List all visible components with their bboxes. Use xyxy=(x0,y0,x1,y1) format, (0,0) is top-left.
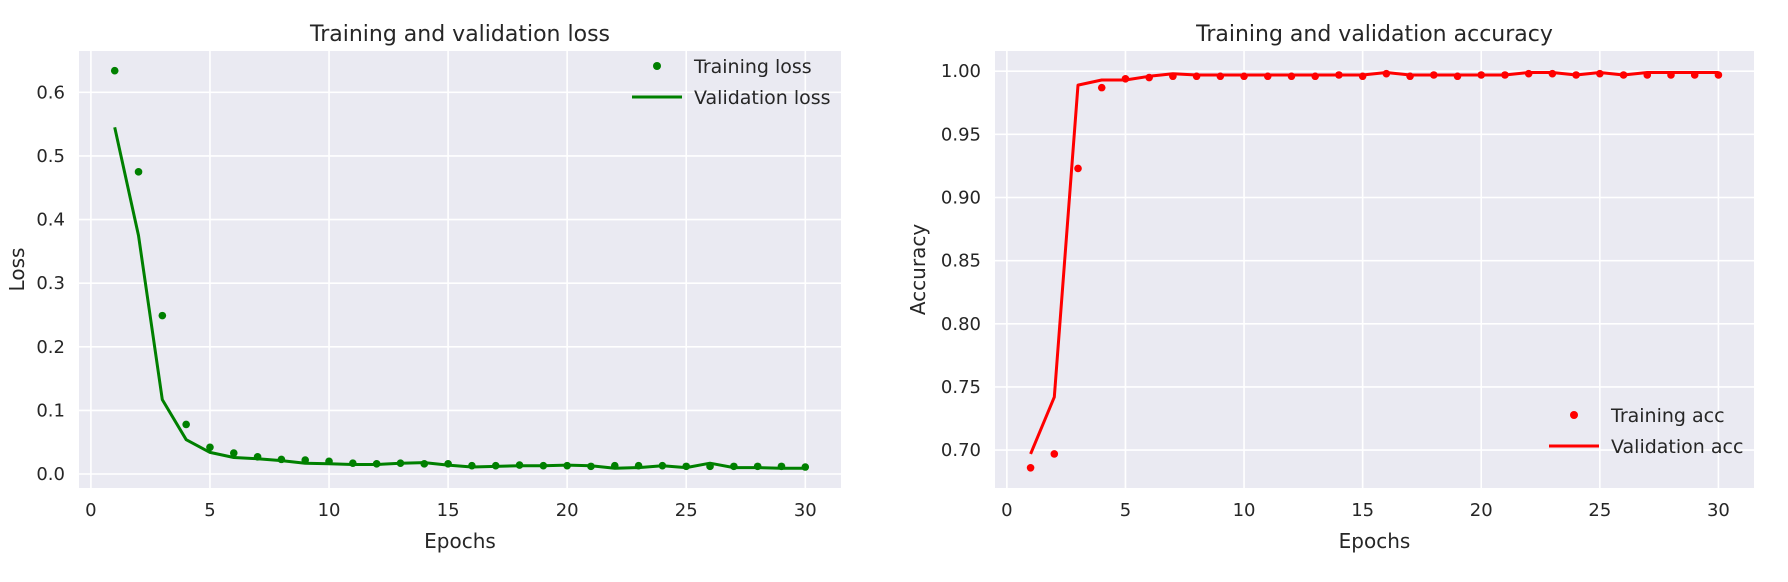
y-tick-label: 0.95 xyxy=(941,124,981,145)
y-tick-label: 0.2 xyxy=(36,337,65,358)
x-tick-label: 10 xyxy=(1233,500,1256,521)
x-tick-label: 10 xyxy=(318,500,341,521)
y-axis-label: Loss xyxy=(5,248,29,292)
accuracy-chart: 0 5 10 15 20 25 30 0.70 0.75 0.80 0.85 0.90 0.95 1.00… xyxy=(906,22,1754,553)
series-line-validation-loss xyxy=(113,126,806,470)
x-tick-label: 0 xyxy=(85,500,96,521)
series-line-validation-acc xyxy=(1029,71,1719,455)
x-tick-label: 20 xyxy=(556,500,579,521)
data-point xyxy=(1074,164,1082,173)
y-tick-label: 0.70 xyxy=(941,440,981,461)
chart-title: Training and validation loss xyxy=(309,22,610,47)
y-tick-label: 0.3 xyxy=(36,273,65,294)
y-tick-label: 0.80 xyxy=(941,314,981,335)
y-tick-label: 0.75 xyxy=(941,377,981,398)
x-tick-label: 0 xyxy=(1001,500,1012,521)
plot-area xyxy=(995,51,1754,488)
y-tick-label: 0.1 xyxy=(36,400,65,421)
legend-point-marker xyxy=(653,62,661,70)
legend-label: Training acc xyxy=(1610,405,1725,427)
y-tick-label: 0.5 xyxy=(36,146,65,167)
y-axis-label: Accuracy xyxy=(906,224,930,315)
legend-label: Validation acc xyxy=(1611,436,1743,458)
x-tick-label: 5 xyxy=(1120,500,1131,521)
x-tick-label: 30 xyxy=(1707,500,1730,521)
y-tick-label: 0.4 xyxy=(36,210,65,231)
y-tick-label: 0.85 xyxy=(941,251,981,272)
x-axis-label: Epochs xyxy=(1339,529,1411,553)
y-tick-label: 0.6 xyxy=(36,82,65,103)
data-point xyxy=(1097,83,1106,92)
loss-chart: 0 5 10 15 20 25 30 0.0 0.1 0.2 0.3 0.4 0.5 0.6 Trainin… xyxy=(5,22,841,553)
y-tick-label: 0.0 xyxy=(36,464,65,485)
data-point xyxy=(110,66,119,75)
x-tick-label: 20 xyxy=(1470,500,1493,521)
x-tick-label: 15 xyxy=(1351,500,1374,521)
x-tick-label: 30 xyxy=(794,500,817,521)
x-axis-label: Epochs xyxy=(424,529,496,553)
x-tick-label: 25 xyxy=(675,500,698,521)
chart-title: Training and validation accuracy xyxy=(1195,22,1553,47)
plot-area xyxy=(79,51,841,488)
x-tick-label: 25 xyxy=(1588,500,1611,521)
data-point xyxy=(182,420,190,429)
x-tick-label: 15 xyxy=(437,500,460,521)
data-point xyxy=(134,168,143,176)
data-point xyxy=(1050,450,1059,458)
y-tick-label: 0.90 xyxy=(941,188,981,209)
data-point xyxy=(229,449,238,457)
data-point xyxy=(1026,463,1035,472)
y-tick-label: 1.00 xyxy=(941,61,981,82)
legend-label: Training loss xyxy=(693,56,812,78)
data-point xyxy=(158,311,167,320)
x-tick-label: 5 xyxy=(204,500,215,521)
data-point xyxy=(206,443,214,452)
legend-point-marker xyxy=(1570,411,1578,419)
legend-label: Validation loss xyxy=(694,87,831,109)
